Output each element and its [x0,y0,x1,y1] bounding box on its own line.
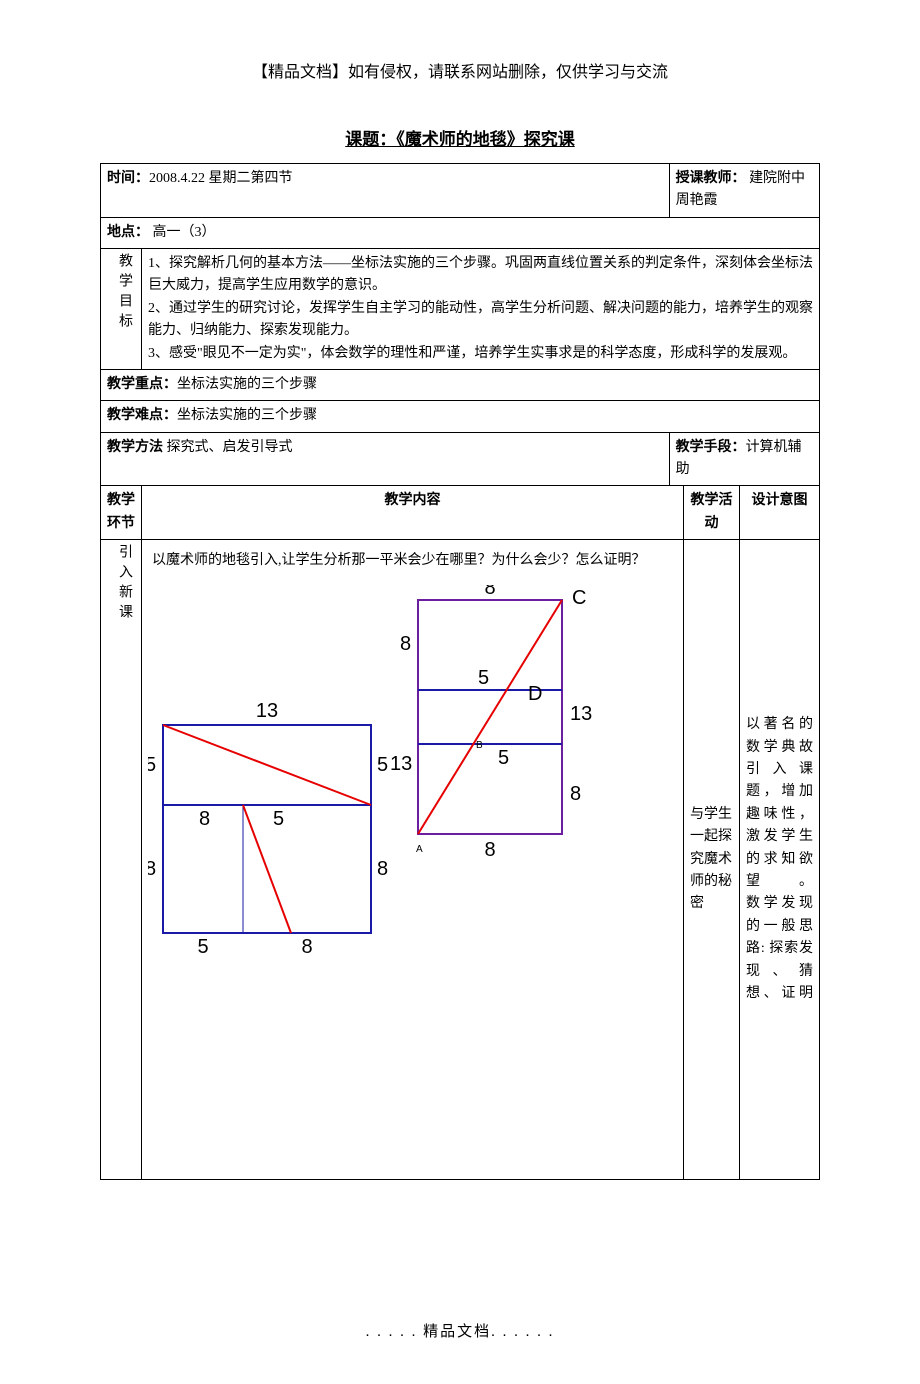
method-cell: 教学方法 探究式、启发引导式 [101,432,670,486]
svg-text:13: 13 [256,700,278,722]
carpet-diagrams: 8 C 8 5 D 13 13 B 5 8 A 8 [148,585,628,1125]
key-row: 教学重点：坐标法实施的三个步骤 [101,369,820,400]
place-label: 地点： [107,225,149,240]
meta-row-1: 时间：2008.4.22 星期二第四节 授课教师： 建院附中 周艳霞 [101,163,820,217]
key-cell: 教学重点：坐标法实施的三个步骤 [101,369,820,400]
column-headers: 教学环节 教学内容 教学活动 设计意图 [101,486,820,540]
footer-note: . . . . . 精品文档. . . . . . [100,1320,820,1344]
means-label: 教学手段： [676,440,746,455]
place-value: 高一（3） [149,225,216,240]
svg-text:5: 5 [377,754,388,776]
svg-text:8: 8 [301,936,312,958]
diagrams: 8 C 8 5 D 13 13 B 5 8 A 8 [148,585,677,1216]
diff-cell: 教学难点：坐标法实施的三个步骤 [101,401,820,432]
diff-label: 教学难点： [107,408,177,423]
svg-text:5: 5 [478,667,489,689]
svg-text:5: 5 [197,936,208,958]
svg-text:5: 5 [498,747,509,769]
svg-text:D: D [528,683,542,705]
goal-1: 1、探究解析几何的基本方法——坐标法实施的三个步骤。巩固两直线位置关系的判定条件… [148,253,813,298]
means-cell: 教学手段：计算机辅助 [669,432,819,486]
intro-content: 以魔术师的地毯引入,让学生分析那一平米会少在哪里？为什么会少？怎么证明？ [142,540,684,1180]
goals-content: 1、探究解析几何的基本方法——坐标法实施的三个步骤。巩固两直线位置关系的判定条件… [142,248,820,369]
svg-text:13: 13 [570,703,592,725]
svg-text:A: A [416,844,423,855]
svg-text:5: 5 [148,754,156,776]
goals-label: 教学目标 [101,248,142,369]
method-value: 探究式、启发引导式 [163,440,293,455]
time-cell: 时间：2008.4.22 星期二第四节 [101,163,670,217]
svg-text:8: 8 [377,858,388,880]
teacher-cell: 授课教师： 建院附中 周艳霞 [669,163,819,217]
goal-3: 3、感受"眼见不一定为实"，体会数学的理性和严谨，培养学生实事求是的科学态度，形… [148,343,813,365]
intro-activity: 与学生一起探究魔术师的秘密 [684,540,740,1180]
time-value: 2008.4.22 星期二第四节 [149,171,293,186]
method-label: 教学方法 [107,440,163,455]
intro-prompt: 以魔术师的地毯引入,让学生分析那一平米会少在哪里？为什么会少？怎么证明？ [148,544,677,584]
svg-text:8: 8 [199,808,210,830]
col-intent: 设计意图 [740,486,820,540]
teacher-label: 授课教师： [676,171,746,186]
key-label: 教学重点： [107,377,177,392]
intro-row: 引入新课 以魔术师的地毯引入,让学生分析那一平米会少在哪里？为什么会少？怎么证明… [101,540,820,1180]
svg-text:8: 8 [570,783,581,805]
meta-row-2: 地点： 高一（3） [101,217,820,248]
header-note: 【精品文档】如有侵权，请联系网站删除，仅供学习与交流 [100,60,820,86]
method-row: 教学方法 探究式、启发引导式 教学手段：计算机辅助 [101,432,820,486]
svg-text:8: 8 [484,839,495,861]
page-title: 课题：《魔术师的地毯》探究课 [100,126,820,153]
svg-text:8: 8 [400,633,411,655]
svg-text:8: 8 [148,858,156,880]
place-cell: 地点： 高一（3） [101,217,820,248]
col-activity: 教学活动 [684,486,740,540]
intro-stage: 引入新课 [101,540,142,1180]
diff-value: 坐标法实施的三个步骤 [177,408,317,423]
lesson-plan-table: 时间：2008.4.22 星期二第四节 授课教师： 建院附中 周艳霞 地点： 高… [100,163,820,1180]
svg-text:8: 8 [484,585,495,599]
col-content: 教学内容 [142,486,684,540]
svg-text:13: 13 [390,753,412,775]
key-value: 坐标法实施的三个步骤 [177,377,317,392]
svg-text:5: 5 [273,808,284,830]
col-stage: 教学环节 [101,486,142,540]
intro-intent: 以著名的数学典故引入课题，增加趣味性，激发学生的求知欲望。 数学发现的一般思路:… [740,540,820,1180]
diff-row: 教学难点：坐标法实施的三个步骤 [101,401,820,432]
goals-row: 教学目标 1、探究解析几何的基本方法——坐标法实施的三个步骤。巩固两直线位置关系… [101,248,820,369]
time-label: 时间： [107,171,149,186]
svg-text:C: C [572,587,586,609]
goal-2: 2、通过学生的研究讨论，发挥学生自主学习的能动性，高学生分析问题、解决问题的能力… [148,298,813,343]
svg-text:B: B [476,740,483,751]
